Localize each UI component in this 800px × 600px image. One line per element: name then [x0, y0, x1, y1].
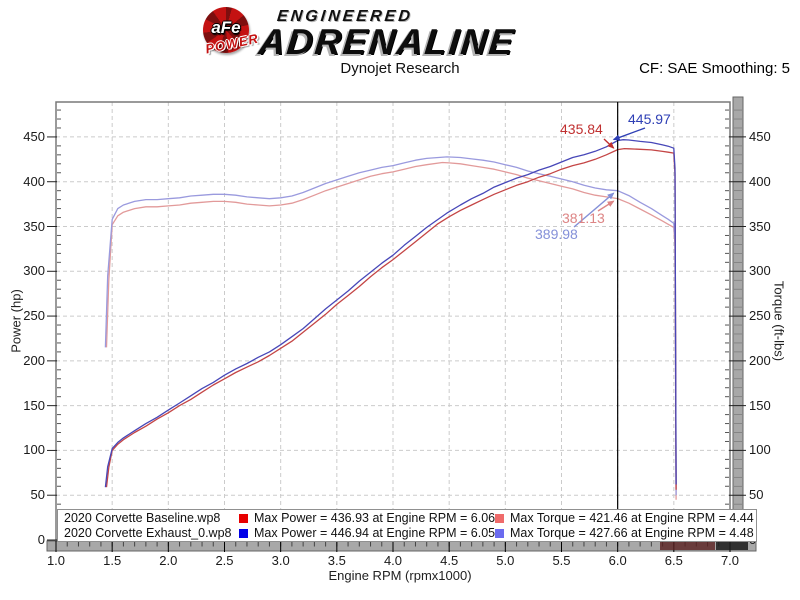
- smoothing-label: CF: SAE Smoothing: 5: [639, 60, 790, 77]
- y-tick-label-left: 100: [23, 442, 45, 458]
- x-tick-label: 5.0: [496, 553, 515, 568]
- legend-torque-swatch: [495, 514, 504, 523]
- annotation-arrow-torque_exhaust: [573, 192, 615, 228]
- legend-file-name: 2020 Corvette Baseline.wp8: [64, 511, 221, 525]
- x-axis-title: Engine RPM (rpmx1000): [328, 568, 472, 583]
- y-tick-label-right: 250: [749, 308, 771, 324]
- x-tick-label: 1.0: [46, 553, 66, 568]
- annotation-arrow-power_exhaust: [612, 127, 646, 141]
- y-tick-label-left: 300: [23, 263, 45, 279]
- legend-torque-text: Max Torque = 421.46 at Engine RPM = 4.44: [510, 511, 754, 525]
- y-tick-label-left: 200: [23, 352, 45, 368]
- annotation-torque-exhaust: 389.98: [535, 226, 578, 242]
- annotation-power-baseline: 435.84: [560, 121, 603, 137]
- annotation-power-exhaust: 445.97: [628, 111, 671, 127]
- y-tick-label-right: 450: [749, 128, 771, 144]
- series-exhaust-power: [104, 139, 677, 488]
- y-tick-label-right: 50: [749, 487, 764, 503]
- afe-badge-icon: aFe: [203, 7, 249, 53]
- y-tick-label-left: 250: [23, 308, 45, 324]
- x-tick-label: 2.0: [159, 553, 178, 568]
- x-tick-label: 4.0: [383, 553, 403, 568]
- x-tick-label: 6.0: [608, 553, 627, 568]
- legend-torque-swatch: [495, 529, 504, 538]
- x-tick-label: 7.0: [720, 553, 740, 568]
- y-tick-label-right: 400: [749, 173, 771, 189]
- h-scrollbar[interactable]: [46, 540, 757, 552]
- y-tick-label-right: 350: [749, 218, 771, 234]
- x-tick-label: 5.5: [552, 553, 571, 568]
- y-tick-label-left: 350: [23, 218, 45, 234]
- v-scrollbar[interactable]: [732, 96, 744, 546]
- legend-row: 2020 Corvette Exhaust_0.wp8 Max Power = …: [58, 526, 756, 541]
- x-tick-label: 1.5: [103, 553, 122, 568]
- y-tick-label-right: 300: [749, 263, 771, 279]
- legend-torque-text: Max Torque = 427.66 at Engine RPM = 4.48: [510, 526, 754, 540]
- legend-power-swatch: [239, 529, 248, 538]
- series-exhaust-torque: [104, 156, 677, 496]
- y-tick-label-left: 150: [23, 397, 45, 413]
- x-tick-label: 3.5: [327, 553, 346, 568]
- scrollbar-watermark: [660, 542, 715, 550]
- annotation-torque-baseline: 381.13: [562, 210, 605, 226]
- annotation-arrow-power_baseline: [603, 138, 615, 149]
- legend-power-swatch: [239, 514, 248, 523]
- dyno-title: Dynojet Research: [340, 60, 460, 77]
- x-tick-label: 2.5: [215, 553, 234, 568]
- x-tick-label: 4.5: [440, 553, 459, 568]
- legend-box: 2020 Corvette Baseline.wp8 Max Power = 4…: [57, 509, 757, 542]
- left-axis-title: Power (hp): [8, 289, 24, 353]
- y-tick-label-right: 150: [749, 397, 771, 413]
- legend-power-text: Max Power = 446.94 at Engine RPM = 6.05: [254, 526, 496, 540]
- annotation-arrow-torque_baseline: [597, 200, 615, 212]
- series-baseline-power: [105, 147, 677, 490]
- y-tick-label-left: 450: [23, 128, 45, 144]
- x-tick-label: 6.5: [664, 553, 683, 568]
- legend-power-text: Max Power = 436.93 at Engine RPM = 6.06: [254, 511, 496, 525]
- legend-row: 2020 Corvette Baseline.wp8 Max Power = 4…: [58, 511, 756, 526]
- legend-file-name: 2020 Corvette Exhaust_0.wp8: [64, 526, 232, 540]
- series-baseline-torque: [105, 161, 677, 500]
- y-tick-label-left: 400: [23, 173, 45, 189]
- scrollbar-watermark: [716, 542, 748, 550]
- y-tick-label-right: 200: [749, 352, 771, 368]
- right-axis-title: Torque (ft-lbs): [771, 280, 787, 362]
- y-tick-label-right: 100: [749, 442, 771, 458]
- y-tick-label-left: 0: [37, 532, 45, 547]
- y-tick-label-left: 50: [30, 487, 45, 503]
- afe-brand-abbr: aFe: [211, 18, 241, 37]
- x-tick-label: 3.0: [271, 553, 290, 568]
